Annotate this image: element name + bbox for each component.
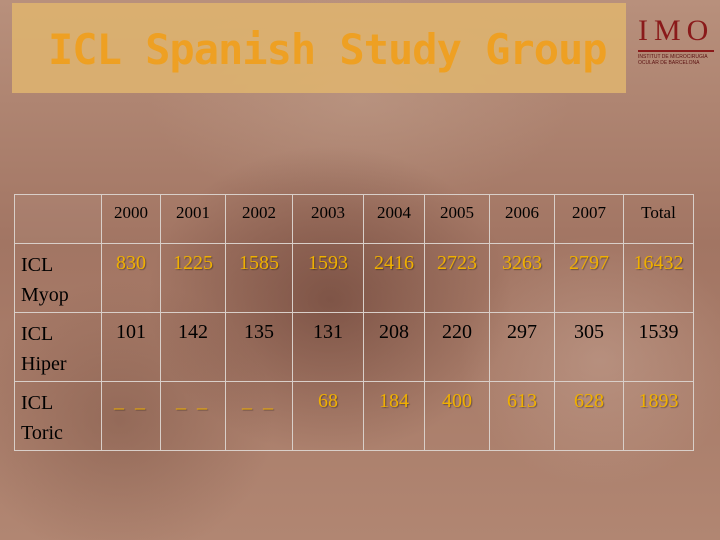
cell-myop-2005: 2723 <box>424 243 490 313</box>
header-2005: 2005 <box>424 194 490 244</box>
row-label-hiper: ICL Hiper <box>14 312 102 382</box>
cell-hiper-total: 1539 <box>623 312 694 382</box>
row-label-toric: ICL Toric <box>14 381 102 451</box>
cell-myop-2003: 1593 <box>292 243 364 313</box>
cell-toric-total: 1893 <box>623 381 694 451</box>
cell-myop-2007: 2797 <box>554 243 624 313</box>
cell-hiper-2003: 131 <box>292 312 364 382</box>
cell-toric-2005: 400 <box>424 381 490 451</box>
row-label-line1: ICL <box>21 392 54 414</box>
cell-myop-total: 16432 <box>623 243 694 313</box>
table-row-hiper: ICL Hiper 101 142 135 131 208 220 297 30… <box>14 312 694 382</box>
row-label-line1: ICL <box>21 323 54 345</box>
table-row-myop: ICL Myop 830 1225 1585 1593 2416 2723 32… <box>14 243 694 313</box>
cell-myop-2002: 1585 <box>225 243 293 313</box>
cell-myop-2004: 2416 <box>363 243 425 313</box>
row-label-myop: ICL Myop <box>14 243 102 313</box>
study-table: 2000 2001 2002 2003 2004 2005 2006 2007 … <box>14 194 694 451</box>
logo-divider <box>638 50 714 52</box>
header-row: 2000 2001 2002 2003 2004 2005 2006 2007 … <box>14 194 694 244</box>
header-2006: 2006 <box>489 194 555 244</box>
logo-letters: IMO <box>638 14 715 47</box>
cell-myop-2000: 830 <box>101 243 161 313</box>
imo-logo: IMO INSTITUT DE MICROCIRUGIA OCULAR DE B… <box>634 14 718 72</box>
header-2000: 2000 <box>101 194 161 244</box>
cell-toric-2004: 184 <box>363 381 425 451</box>
cell-hiper-2000: 101 <box>101 312 161 382</box>
corner-cell <box>14 194 102 244</box>
cell-toric-2000: _ _ <box>101 381 161 451</box>
cell-hiper-2007: 305 <box>554 312 624 382</box>
row-label-line2: Myop <box>21 284 69 306</box>
header-2007: 2007 <box>554 194 624 244</box>
cell-toric-2007: 628 <box>554 381 624 451</box>
header-2003: 2003 <box>292 194 364 244</box>
title-banner: ICL Spanish Study Group <box>12 3 626 93</box>
header-2002: 2002 <box>225 194 293 244</box>
cell-hiper-2001: 142 <box>160 312 226 382</box>
page-title: ICL Spanish Study Group <box>48 25 608 74</box>
logo-subtitle: INSTITUT DE MICROCIRUGIA OCULAR DE BARCE… <box>638 54 708 66</box>
cell-toric-2003: 68 <box>292 381 364 451</box>
cell-myop-2001: 1225 <box>160 243 226 313</box>
cell-toric-2002: _ _ <box>225 381 293 451</box>
cell-myop-2006: 3263 <box>489 243 555 313</box>
cell-hiper-2006: 297 <box>489 312 555 382</box>
row-label-line2: Hiper <box>21 353 67 375</box>
row-label-line2: Toric <box>21 422 63 444</box>
table-row-toric: ICL Toric _ _ _ _ _ _ 68 184 400 613 628… <box>14 381 694 451</box>
header-2001: 2001 <box>160 194 226 244</box>
header-2004: 2004 <box>363 194 425 244</box>
cell-toric-2006: 613 <box>489 381 555 451</box>
cell-hiper-2005: 220 <box>424 312 490 382</box>
row-label-line1: ICL <box>21 254 54 276</box>
header-total: Total <box>623 194 694 244</box>
cell-hiper-2002: 135 <box>225 312 293 382</box>
cell-hiper-2004: 208 <box>363 312 425 382</box>
cell-toric-2001: _ _ <box>160 381 226 451</box>
